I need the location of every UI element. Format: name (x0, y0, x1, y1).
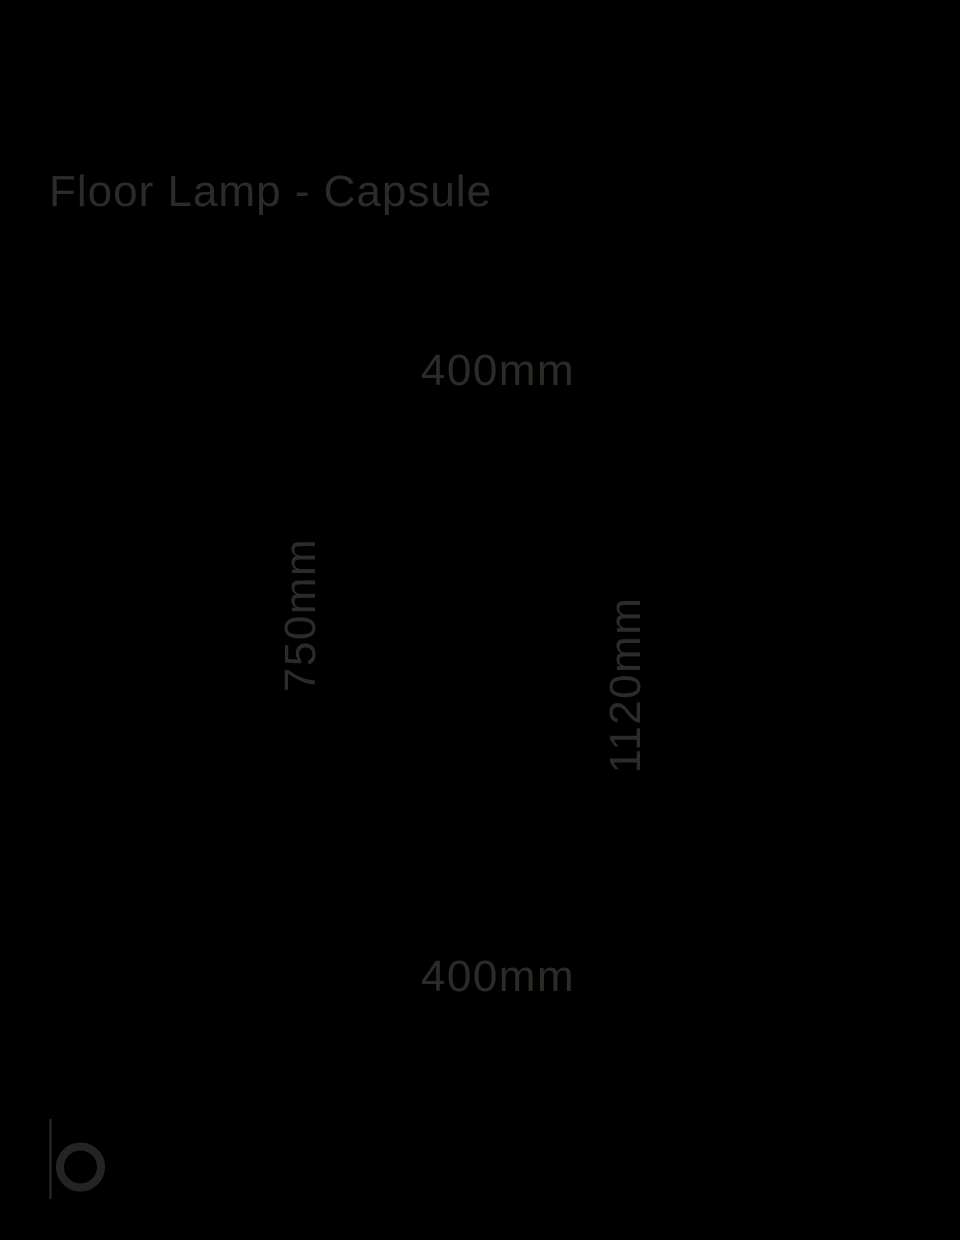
brand-logo-b-icon (49, 1119, 105, 1199)
page-title: Floor Lamp - Capsule (49, 167, 493, 216)
dimension-label-left-height: 750mm (276, 537, 325, 693)
dimension-label-right-height: 1120mm (601, 596, 650, 774)
dimension-label-bottom-width: 400mm (420, 952, 576, 1001)
dimension-label-top-width: 400mm (420, 346, 576, 395)
